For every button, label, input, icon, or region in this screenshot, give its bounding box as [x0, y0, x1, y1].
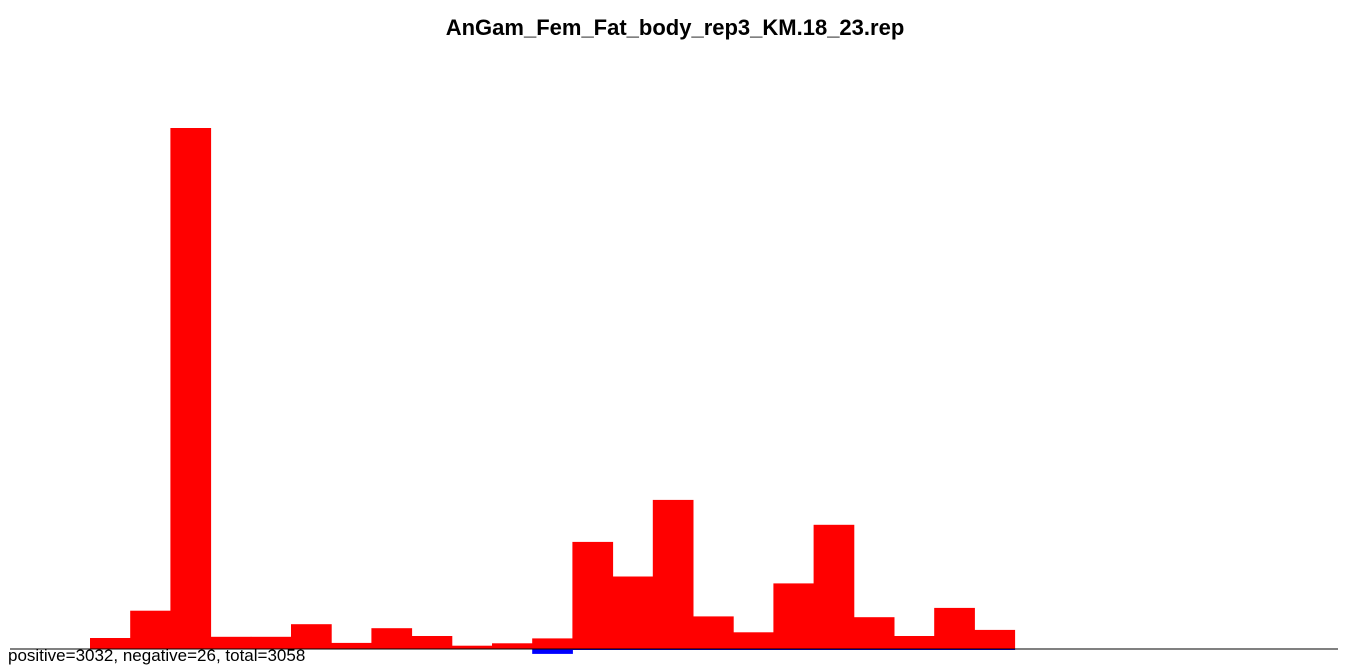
positive-bar-33 — [693, 616, 734, 649]
positive-bar-27 — [451, 645, 493, 649]
positive-bar-26 — [411, 636, 453, 649]
positive-bar-37 — [853, 617, 895, 649]
positive-bar-22 — [250, 636, 292, 649]
positive-bar-19 — [130, 610, 171, 649]
positive-bar-39 — [934, 607, 975, 649]
chart-title: AnGam_Fem_Fat_body_rep3_KM.18_23.rep — [446, 15, 905, 40]
positive-bar-30 — [572, 541, 614, 649]
positive-bar-23 — [291, 624, 332, 649]
positive-bar-31 — [612, 576, 654, 649]
totals-label: positive=3032, negative=26, total=3058 — [8, 646, 305, 665]
positive-bar-18 — [90, 638, 131, 649]
positive-bar-38 — [894, 636, 935, 649]
positive-bar-34 — [733, 632, 774, 649]
positive-bar-36 — [813, 524, 855, 649]
positive-bar-25 — [371, 628, 413, 649]
positive-bar-24 — [331, 642, 372, 649]
positive-bars — [90, 128, 1016, 649]
negative-bars — [532, 649, 1016, 654]
positive-bar-29 — [532, 638, 573, 649]
positive-bar-21 — [210, 636, 252, 649]
positive-bar-32 — [652, 499, 694, 649]
positive-bar-40 — [974, 629, 1016, 649]
positive-bar-28 — [492, 643, 533, 649]
negative-bar-29 — [532, 649, 573, 654]
positive-bar-35 — [773, 583, 815, 649]
positive-bar-20 — [170, 128, 212, 649]
